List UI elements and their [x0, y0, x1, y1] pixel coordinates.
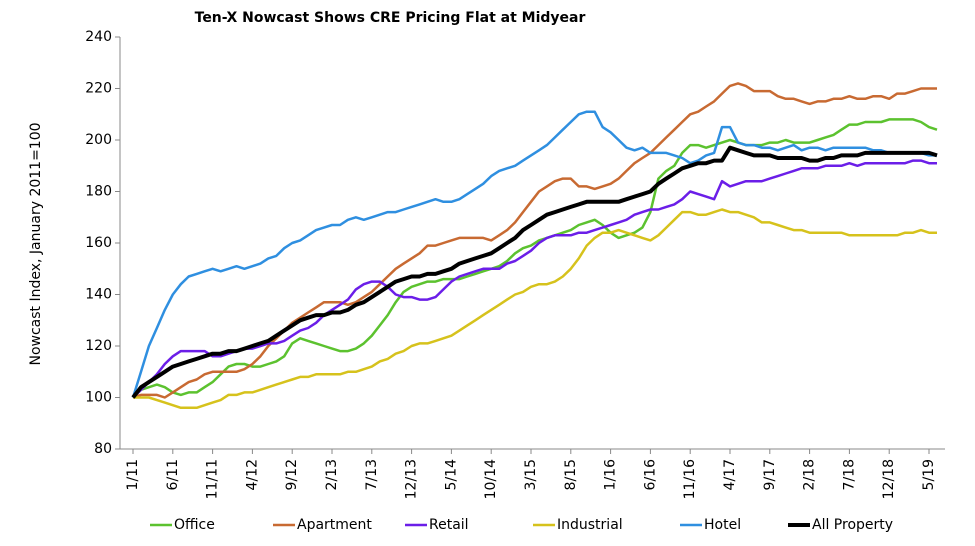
- x-tick-label: 4/17: [722, 459, 738, 490]
- y-tick-label: 240: [85, 29, 112, 45]
- legend-label: Hotel: [704, 517, 741, 533]
- y-tick-label: 100: [85, 390, 112, 406]
- y-tick-label: 80: [94, 441, 112, 457]
- legend-label: All Property: [812, 517, 893, 533]
- x-tick-label: 12/13: [404, 459, 420, 499]
- series-line: [131, 110, 937, 398]
- x-tick-label: 1/16: [603, 459, 619, 491]
- x-tick-label: 5/14: [443, 459, 459, 491]
- x-tick-label: 7/13: [364, 459, 380, 490]
- legend-label: Office: [174, 517, 215, 533]
- y-tick-label: 200: [85, 132, 112, 148]
- x-tick-label: 8/15: [563, 459, 579, 490]
- x-tick-label: 9/17: [762, 459, 778, 490]
- series-line: [131, 145, 938, 399]
- y-tick-label: 180: [85, 184, 112, 200]
- x-tick-label: 11/11: [205, 459, 221, 499]
- x-tick-label: 4/12: [244, 459, 260, 490]
- x-tick-label: 5/19: [921, 459, 937, 490]
- chart-title: Ten-X Nowcast Shows CRE Pricing Flat at …: [195, 10, 586, 26]
- x-tick-label: 6/11: [165, 459, 181, 490]
- x-tick-label: 2/13: [324, 459, 340, 490]
- series-line: [133, 208, 937, 410]
- x-tick-label: 7/18: [841, 459, 857, 490]
- y-tick-label: 120: [85, 338, 112, 354]
- legend-label: Retail: [429, 517, 469, 533]
- x-tick-label: 9/12: [284, 459, 300, 490]
- x-tick-label: 10/14: [483, 459, 499, 499]
- legend-label: Industrial: [557, 517, 623, 533]
- x-tick-label: 1/11: [125, 459, 141, 490]
- x-tick-label: 3/15: [523, 459, 539, 490]
- x-tick-label: 11/16: [682, 459, 698, 499]
- legend-label: Apartment: [297, 517, 372, 533]
- x-tick-label: 6/16: [642, 459, 658, 491]
- y-tick-label: 140: [85, 287, 112, 303]
- y-tick-label: 160: [85, 235, 112, 251]
- series-line: [132, 159, 937, 399]
- series-line: [132, 118, 938, 399]
- x-tick-label: 12/18: [881, 459, 897, 499]
- y-axis-label: Nowcast Index, January 2011=100: [28, 122, 44, 365]
- series-line: [132, 82, 937, 399]
- x-tick-label: 2/18: [802, 459, 818, 490]
- y-tick-label: 220: [85, 81, 112, 97]
